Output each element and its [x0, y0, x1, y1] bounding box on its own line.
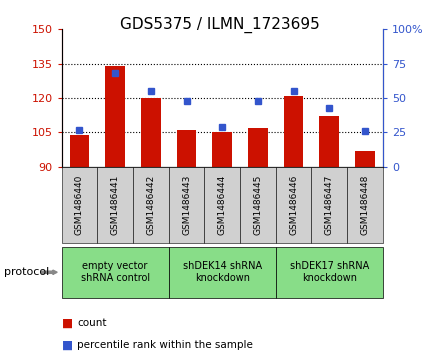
- Bar: [248, 128, 268, 167]
- Text: GSM1486443: GSM1486443: [182, 175, 191, 235]
- Bar: [70, 135, 89, 167]
- Text: shDEK14 shRNA
knockdown: shDEK14 shRNA knockdown: [183, 261, 262, 283]
- Bar: [355, 151, 375, 167]
- Text: GSM1486444: GSM1486444: [218, 175, 227, 235]
- Text: count: count: [77, 318, 106, 328]
- Text: GSM1486440: GSM1486440: [75, 175, 84, 235]
- Text: GSM1486448: GSM1486448: [360, 175, 370, 235]
- Text: GSM1486445: GSM1486445: [253, 175, 262, 235]
- Text: GSM1486447: GSM1486447: [325, 175, 334, 235]
- Text: GDS5375 / ILMN_1723695: GDS5375 / ILMN_1723695: [120, 16, 320, 33]
- Text: GSM1486442: GSM1486442: [147, 175, 155, 235]
- Bar: [105, 66, 125, 167]
- Text: ■: ■: [62, 317, 73, 330]
- Text: percentile rank within the sample: percentile rank within the sample: [77, 340, 253, 350]
- Text: ■: ■: [62, 338, 73, 351]
- Text: protocol: protocol: [4, 267, 50, 277]
- Bar: [177, 130, 196, 167]
- Bar: [319, 117, 339, 167]
- Bar: [284, 96, 304, 167]
- Text: empty vector
shRNA control: empty vector shRNA control: [81, 261, 150, 283]
- Text: shDEK17 shRNA
knockdown: shDEK17 shRNA knockdown: [290, 261, 369, 283]
- Text: GSM1486446: GSM1486446: [289, 175, 298, 235]
- Bar: [213, 132, 232, 167]
- Text: GSM1486441: GSM1486441: [110, 175, 120, 235]
- Bar: [141, 98, 161, 167]
